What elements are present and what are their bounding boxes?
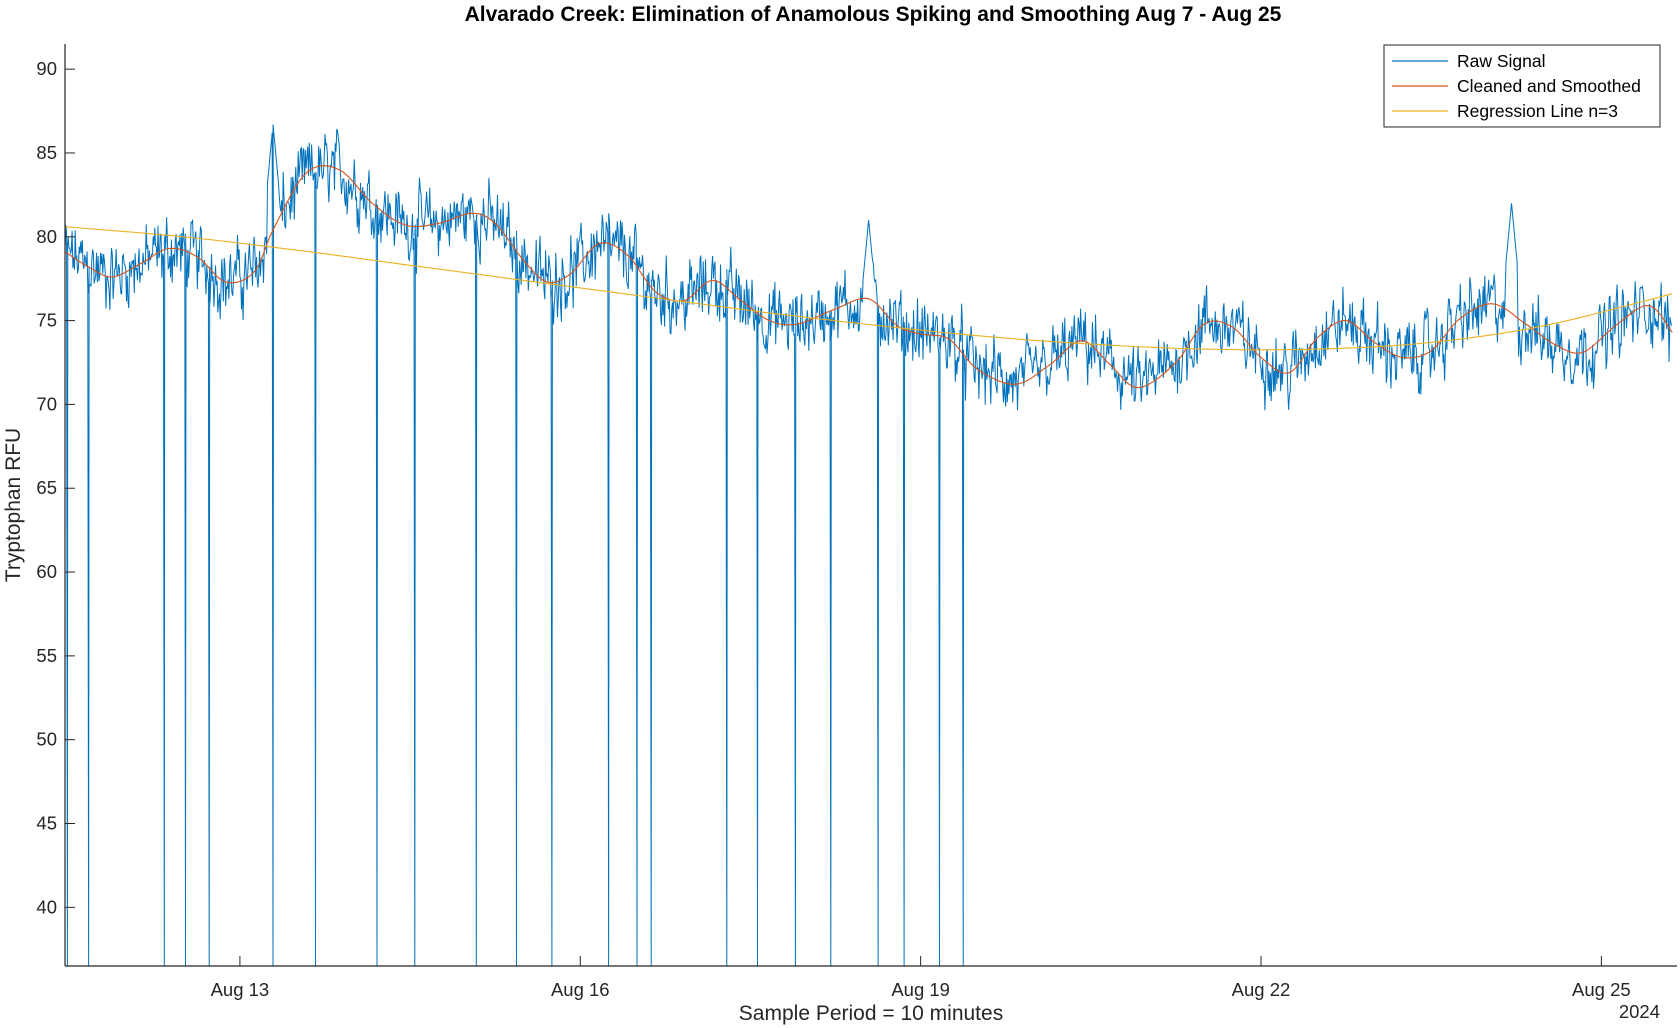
series-regression-line xyxy=(64,226,1673,351)
x-axis-year-label: 2024 xyxy=(1619,1001,1660,1022)
x-tick-label: Aug 16 xyxy=(551,979,610,1000)
x-tick-label: Aug 25 xyxy=(1572,979,1631,1000)
y-axis-label: Tryptophan RFU xyxy=(2,428,25,582)
x-tick-label: Aug 19 xyxy=(891,979,950,1000)
cleaned-smoothed-line xyxy=(64,165,1673,389)
x-ticks: Aug 13 Aug 16 Aug 19 Aug 22 Aug 25 xyxy=(211,956,1631,1000)
series-raw-signal xyxy=(64,124,1672,967)
x-tick-label: Aug 13 xyxy=(211,979,270,1000)
y-tick-label: 50 xyxy=(36,729,57,750)
series-cleaned-smoothed xyxy=(64,165,1673,389)
y-tick-label: 70 xyxy=(36,393,57,414)
legend-label-regression-line: Regression Line n=3 xyxy=(1457,101,1618,121)
legend: Raw Signal Cleaned and Smoothed Regressi… xyxy=(1383,44,1661,128)
x-axis-label: Sample Period = 10 minutes xyxy=(739,1002,1003,1025)
raw-signal-line xyxy=(64,124,1672,967)
y-tick-label: 90 xyxy=(36,58,57,79)
y-tick-label: 60 xyxy=(36,561,57,582)
legend-label-raw-signal: Raw Signal xyxy=(1457,51,1546,71)
y-tick-label: 45 xyxy=(36,813,57,834)
x-tick-label: Aug 22 xyxy=(1232,979,1291,1000)
y-tick-label: 65 xyxy=(36,477,57,498)
y-tick-label: 40 xyxy=(36,896,57,917)
y-tick-label: 55 xyxy=(36,645,57,666)
regression-line xyxy=(64,226,1673,351)
y-tick-label: 75 xyxy=(36,310,57,331)
y-ticks: 40 45 50 55 60 65 70 75 80 85 90 xyxy=(36,58,75,917)
y-tick-label: 85 xyxy=(36,142,57,163)
plot-area xyxy=(64,124,1673,967)
y-tick-label: 80 xyxy=(36,226,57,247)
legend-label-cleaned-smoothed: Cleaned and Smoothed xyxy=(1457,76,1641,96)
chart-title: Alvarado Creek: Elimination of Anamolous… xyxy=(465,3,1282,26)
